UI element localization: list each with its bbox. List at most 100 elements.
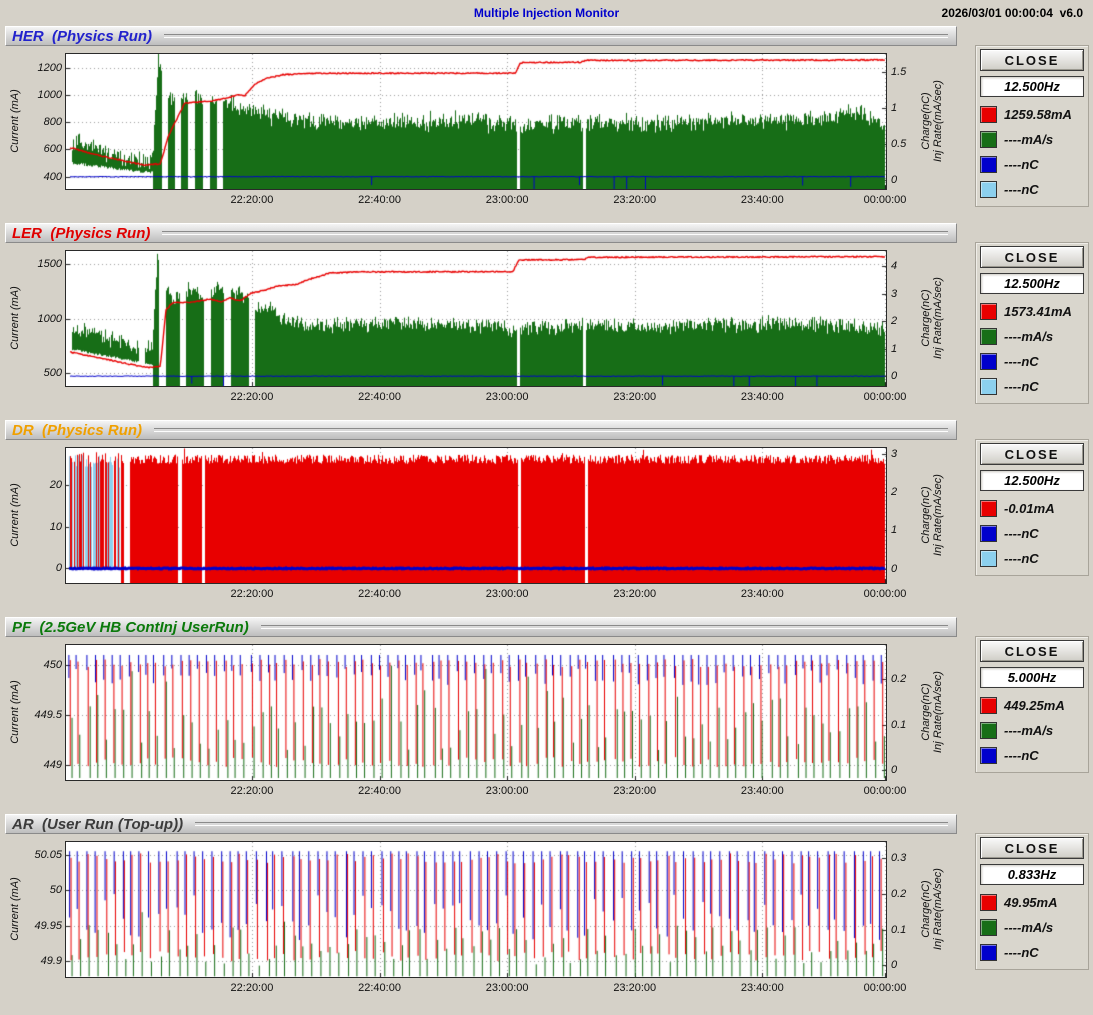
legend-value: ----nC bbox=[1004, 379, 1039, 394]
left-axis-ticks: 49.9 49.95 50 50.05 bbox=[21, 842, 62, 977]
left-tick-label: 49.9 bbox=[40, 955, 62, 968]
legend-value: ----nC bbox=[1004, 182, 1039, 197]
left-tick-label: 449 bbox=[43, 759, 62, 771]
left-axis-ticks: 0 10 20 bbox=[21, 448, 62, 583]
time-tick-label: 23:40:00 bbox=[740, 588, 784, 600]
close-button[interactable]: CLOSE bbox=[980, 640, 1084, 662]
left-axis-title: Current (mA) bbox=[9, 877, 21, 941]
chart-zone: Current (mA) 49.9 49.95 50 50.05 0 0.1 0.2 0.3… bbox=[5, 834, 957, 1011]
legend-rows: 1259.58mA ----mA/s ----nC ----nC bbox=[980, 102, 1084, 202]
legend-color-swatch bbox=[980, 353, 997, 370]
close-button[interactable]: CLOSE bbox=[980, 443, 1084, 465]
legend-value: 449.25mA bbox=[1004, 698, 1065, 713]
legend-row: ----nC bbox=[980, 152, 1084, 177]
legend-color-swatch bbox=[980, 106, 997, 123]
left-tick-label: 449.5 bbox=[34, 709, 62, 721]
right-tick-label: 0.1 bbox=[891, 923, 907, 936]
time-tick-label: 22:20:00 bbox=[230, 588, 274, 600]
time-tick-label: 23:20:00 bbox=[613, 588, 657, 600]
frequency-readout: 5.000Hz bbox=[980, 667, 1084, 688]
panel-ler: LER (Physics Run) Current (mA) 500 1000 15… bbox=[0, 223, 1093, 420]
time-tick-label: 22:40:00 bbox=[358, 588, 401, 600]
time-tick-label: 23:20:00 bbox=[613, 391, 657, 403]
right-axis-title-line2: Inj Rate(mA/sec) bbox=[932, 277, 944, 359]
right-axis-title-line1: Charge(nC) bbox=[920, 92, 932, 150]
panel-left: HER (Physics Run) Current (mA) 400 600 800… bbox=[5, 26, 957, 223]
legend-rows: 1573.41mA ----mA/s ----nC ----nC bbox=[980, 299, 1084, 399]
legend-box: CLOSE 12.500Hz -0.01mA ----nC ----nC bbox=[975, 439, 1089, 576]
legend-color-swatch bbox=[980, 181, 997, 198]
legend-color-swatch bbox=[980, 303, 997, 320]
panel-left: AR (User Run (Top-up)) Current (mA) 49.9… bbox=[5, 814, 957, 1011]
panel-header-groove bbox=[162, 231, 948, 235]
time-tick-label: 23:20:00 bbox=[613, 194, 657, 206]
time-tick-label: 23:40:00 bbox=[740, 391, 784, 403]
frequency-readout: 12.500Hz bbox=[980, 273, 1084, 294]
legend-value: 1573.41mA bbox=[1004, 304, 1072, 319]
time-tick-label: 22:20:00 bbox=[230, 194, 274, 206]
right-axis-title: Charge(nC) Inj Rate(mA/sec) bbox=[920, 671, 944, 753]
chart-plot bbox=[65, 447, 887, 584]
left-tick-label: 20 bbox=[49, 479, 62, 492]
right-tick-label: 4 bbox=[891, 260, 898, 273]
right-axis-title: Charge(nC) Inj Rate(mA/sec) bbox=[920, 474, 944, 556]
left-tick-label: 10 bbox=[49, 520, 62, 533]
time-tick-label: 23:20:00 bbox=[613, 785, 657, 797]
chart-canvas bbox=[66, 645, 886, 780]
panel-header: AR (User Run (Top-up)) bbox=[5, 814, 957, 834]
time-axis: 22:20:00 22:40:00 23:00:00 23:20:00 23:40:00… bbox=[65, 391, 907, 405]
legend-color-swatch bbox=[980, 525, 997, 542]
legend-row: ----nC bbox=[980, 743, 1084, 768]
close-button[interactable]: CLOSE bbox=[980, 837, 1084, 859]
legend-color-swatch bbox=[980, 919, 997, 936]
legend-value: ----mA/s bbox=[1004, 920, 1054, 935]
legend-row: ----nC bbox=[980, 177, 1084, 202]
legend-row: ----nC bbox=[980, 521, 1084, 546]
right-tick-label: 3 bbox=[891, 447, 898, 460]
time-tick-label: 00:00:00 bbox=[863, 391, 907, 403]
close-button[interactable]: CLOSE bbox=[980, 246, 1084, 268]
legend-row: -0.01mA bbox=[980, 496, 1084, 521]
left-tick-label: 500 bbox=[43, 366, 62, 379]
panel-header-groove bbox=[164, 34, 948, 38]
legend-row: 1573.41mA bbox=[980, 299, 1084, 324]
panel-header-groove bbox=[260, 625, 948, 629]
chart-plot bbox=[65, 644, 887, 781]
legend-value: 1259.58mA bbox=[1004, 107, 1072, 122]
close-button[interactable]: CLOSE bbox=[980, 49, 1084, 71]
panel-header: DR (Physics Run) bbox=[5, 420, 957, 440]
panel-left: PF (2.5GeV HB ContInj UserRun) Current (… bbox=[5, 617, 957, 814]
right-axis-title-line1: Charge(nC) bbox=[920, 880, 932, 938]
legend-color-swatch bbox=[980, 500, 997, 517]
right-axis-title-line1: Charge(nC) bbox=[920, 486, 932, 544]
legend-color-swatch bbox=[980, 722, 997, 739]
legend-box: CLOSE 5.000Hz 449.25mA ----mA/s ----nC bbox=[975, 636, 1089, 773]
right-axis-title-line1: Charge(nC) bbox=[920, 683, 932, 741]
right-tick-label: 0.1 bbox=[891, 718, 907, 731]
left-tick-label: 1000 bbox=[37, 88, 62, 101]
legend-rows: 49.95mA ----mA/s ----nC bbox=[980, 890, 1084, 965]
legend-color-swatch bbox=[980, 747, 997, 764]
datetime-text: 2026/03/01 00:00:04 bbox=[941, 6, 1053, 20]
panel-header-groove bbox=[154, 428, 948, 432]
time-tick-label: 23:40:00 bbox=[740, 194, 784, 206]
right-tick-label: 0.3 bbox=[891, 852, 907, 865]
chart-zone: Current (mA) 500 1000 1500 0 1 2 3 4 Charge(nC… bbox=[5, 243, 957, 420]
legend-row: ----mA/s bbox=[980, 127, 1084, 152]
right-tick-label: 0 bbox=[891, 562, 898, 575]
app-title: Multiple Injection Monitor bbox=[473, 6, 620, 20]
legend-box: CLOSE 12.500Hz 1259.58mA ----mA/s ----nC --… bbox=[975, 45, 1089, 207]
legend-box: CLOSE 0.833Hz 49.95mA ----mA/s ----nC bbox=[975, 833, 1089, 970]
right-tick-label: 0 bbox=[891, 764, 898, 776]
left-tick-label: 1200 bbox=[37, 61, 62, 74]
legend-color-swatch bbox=[980, 550, 997, 567]
legend-row: ----nC bbox=[980, 546, 1084, 571]
legend-color-swatch bbox=[980, 378, 997, 395]
right-axis-title-line2: Inj Rate(mA/sec) bbox=[932, 80, 944, 162]
legend-box: CLOSE 12.500Hz 1573.41mA ----mA/s ----nC --… bbox=[975, 242, 1089, 404]
left-tick-label: 1500 bbox=[37, 258, 62, 271]
right-axis-title: Charge(nC) Inj Rate(mA/sec) bbox=[920, 277, 944, 359]
frequency-readout: 12.500Hz bbox=[980, 76, 1084, 97]
left-axis-ticks: 500 1000 1500 bbox=[21, 251, 62, 386]
